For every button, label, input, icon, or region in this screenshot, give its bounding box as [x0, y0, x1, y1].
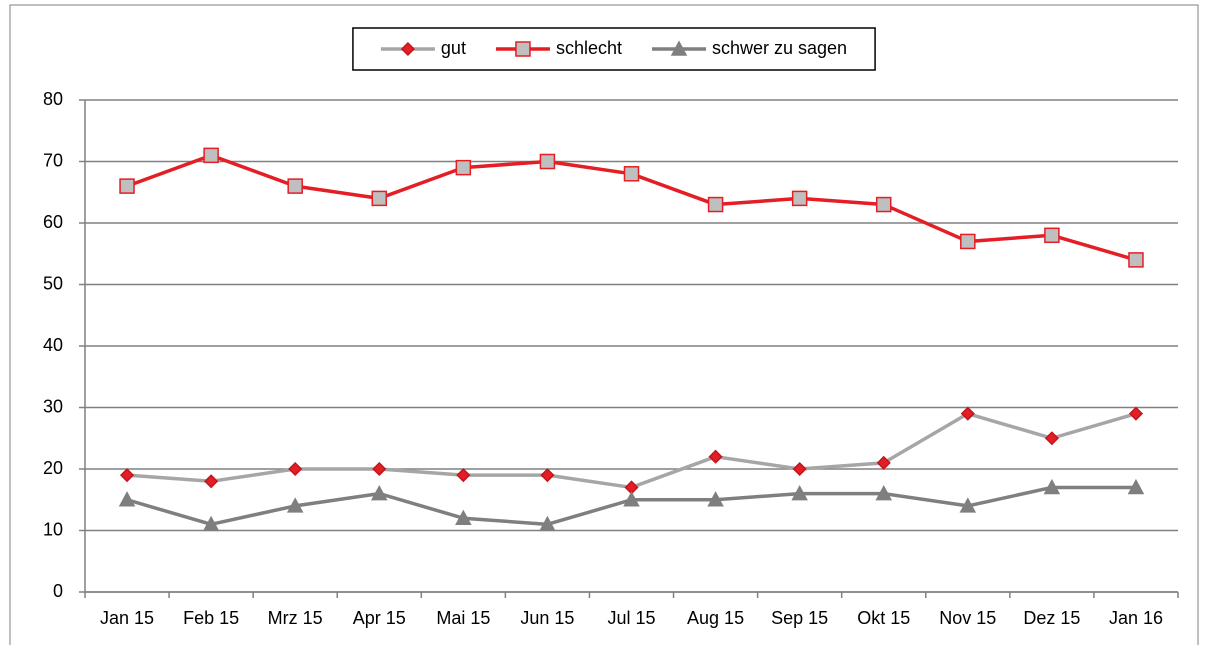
legend-marker — [515, 41, 531, 57]
data-point — [539, 515, 556, 532]
y-tick-label: 60 — [43, 212, 63, 232]
data-point — [456, 468, 471, 483]
data-point — [539, 153, 556, 170]
series-line — [126, 411, 1137, 490]
data-point — [623, 166, 640, 182]
legend: gut schlecht schwer zu sagen — [380, 38, 847, 58]
data-point — [1044, 431, 1059, 446]
data-point — [792, 461, 807, 477]
data-point — [455, 509, 472, 525]
data-point — [875, 485, 892, 501]
data-point — [707, 196, 724, 213]
legend-box — [352, 27, 876, 71]
x-tick-label: Okt 15 — [857, 608, 910, 628]
data-point — [1043, 478, 1061, 495]
data-point — [371, 190, 388, 207]
data-point — [371, 485, 388, 501]
data-point — [959, 497, 977, 513]
data-point — [203, 147, 219, 164]
legend-marker — [400, 41, 415, 57]
x-tick-label: Jul 15 — [607, 608, 655, 628]
data-point — [623, 491, 640, 507]
x-tick-label: Jan 15 — [100, 608, 154, 628]
legend-label: schwer zu sagen — [712, 38, 847, 58]
legend-label: gut — [441, 38, 466, 58]
y-tick-label: 30 — [43, 396, 63, 416]
x-tick-label: Mai 15 — [436, 608, 490, 628]
data-point — [372, 461, 387, 477]
data-point — [119, 468, 135, 483]
y-tick-label: 50 — [43, 273, 63, 293]
x-tick-label: Mrz 15 — [268, 608, 323, 628]
y-tick-label: 40 — [43, 335, 63, 355]
data-point — [202, 515, 220, 532]
y-tick-label: 80 — [43, 89, 63, 109]
data-point — [876, 455, 891, 470]
x-tick-label: Sep 15 — [771, 608, 828, 628]
data-point — [1044, 227, 1060, 244]
data-point — [287, 178, 303, 194]
x-tick-label: Apr 15 — [353, 608, 406, 628]
data-point — [708, 449, 723, 464]
data-point — [288, 461, 303, 477]
data-point — [960, 406, 975, 421]
data-point — [960, 233, 976, 250]
x-tick-label: Nov 15 — [939, 608, 996, 628]
data-point — [119, 178, 135, 194]
data-point — [791, 190, 808, 207]
x-tick-label: Aug 15 — [687, 608, 744, 628]
data-point — [455, 159, 472, 176]
data-point — [540, 468, 555, 483]
x-tick-label: Dez 15 — [1023, 608, 1080, 628]
data-point — [707, 491, 724, 507]
data-point — [875, 196, 892, 213]
data-point — [1128, 252, 1144, 268]
x-tick-label: Jan 16 — [1109, 608, 1163, 628]
legend-marker — [670, 40, 688, 56]
x-tick-label: Jun 15 — [520, 608, 574, 628]
x-tick-label: Feb 15 — [183, 608, 239, 628]
legend-label: schlecht — [556, 38, 622, 58]
y-tick-label: 20 — [43, 458, 63, 478]
y-tick-label: 0 — [53, 581, 63, 601]
data-point — [1128, 406, 1144, 421]
data-point — [286, 497, 304, 513]
y-tick-label: 70 — [43, 150, 63, 170]
data-point — [1127, 478, 1145, 495]
y-tick-label: 10 — [43, 519, 63, 539]
chart-frame — [9, 4, 1199, 645]
data-point — [791, 485, 808, 501]
data-point — [118, 491, 136, 507]
data-point — [204, 474, 219, 489]
